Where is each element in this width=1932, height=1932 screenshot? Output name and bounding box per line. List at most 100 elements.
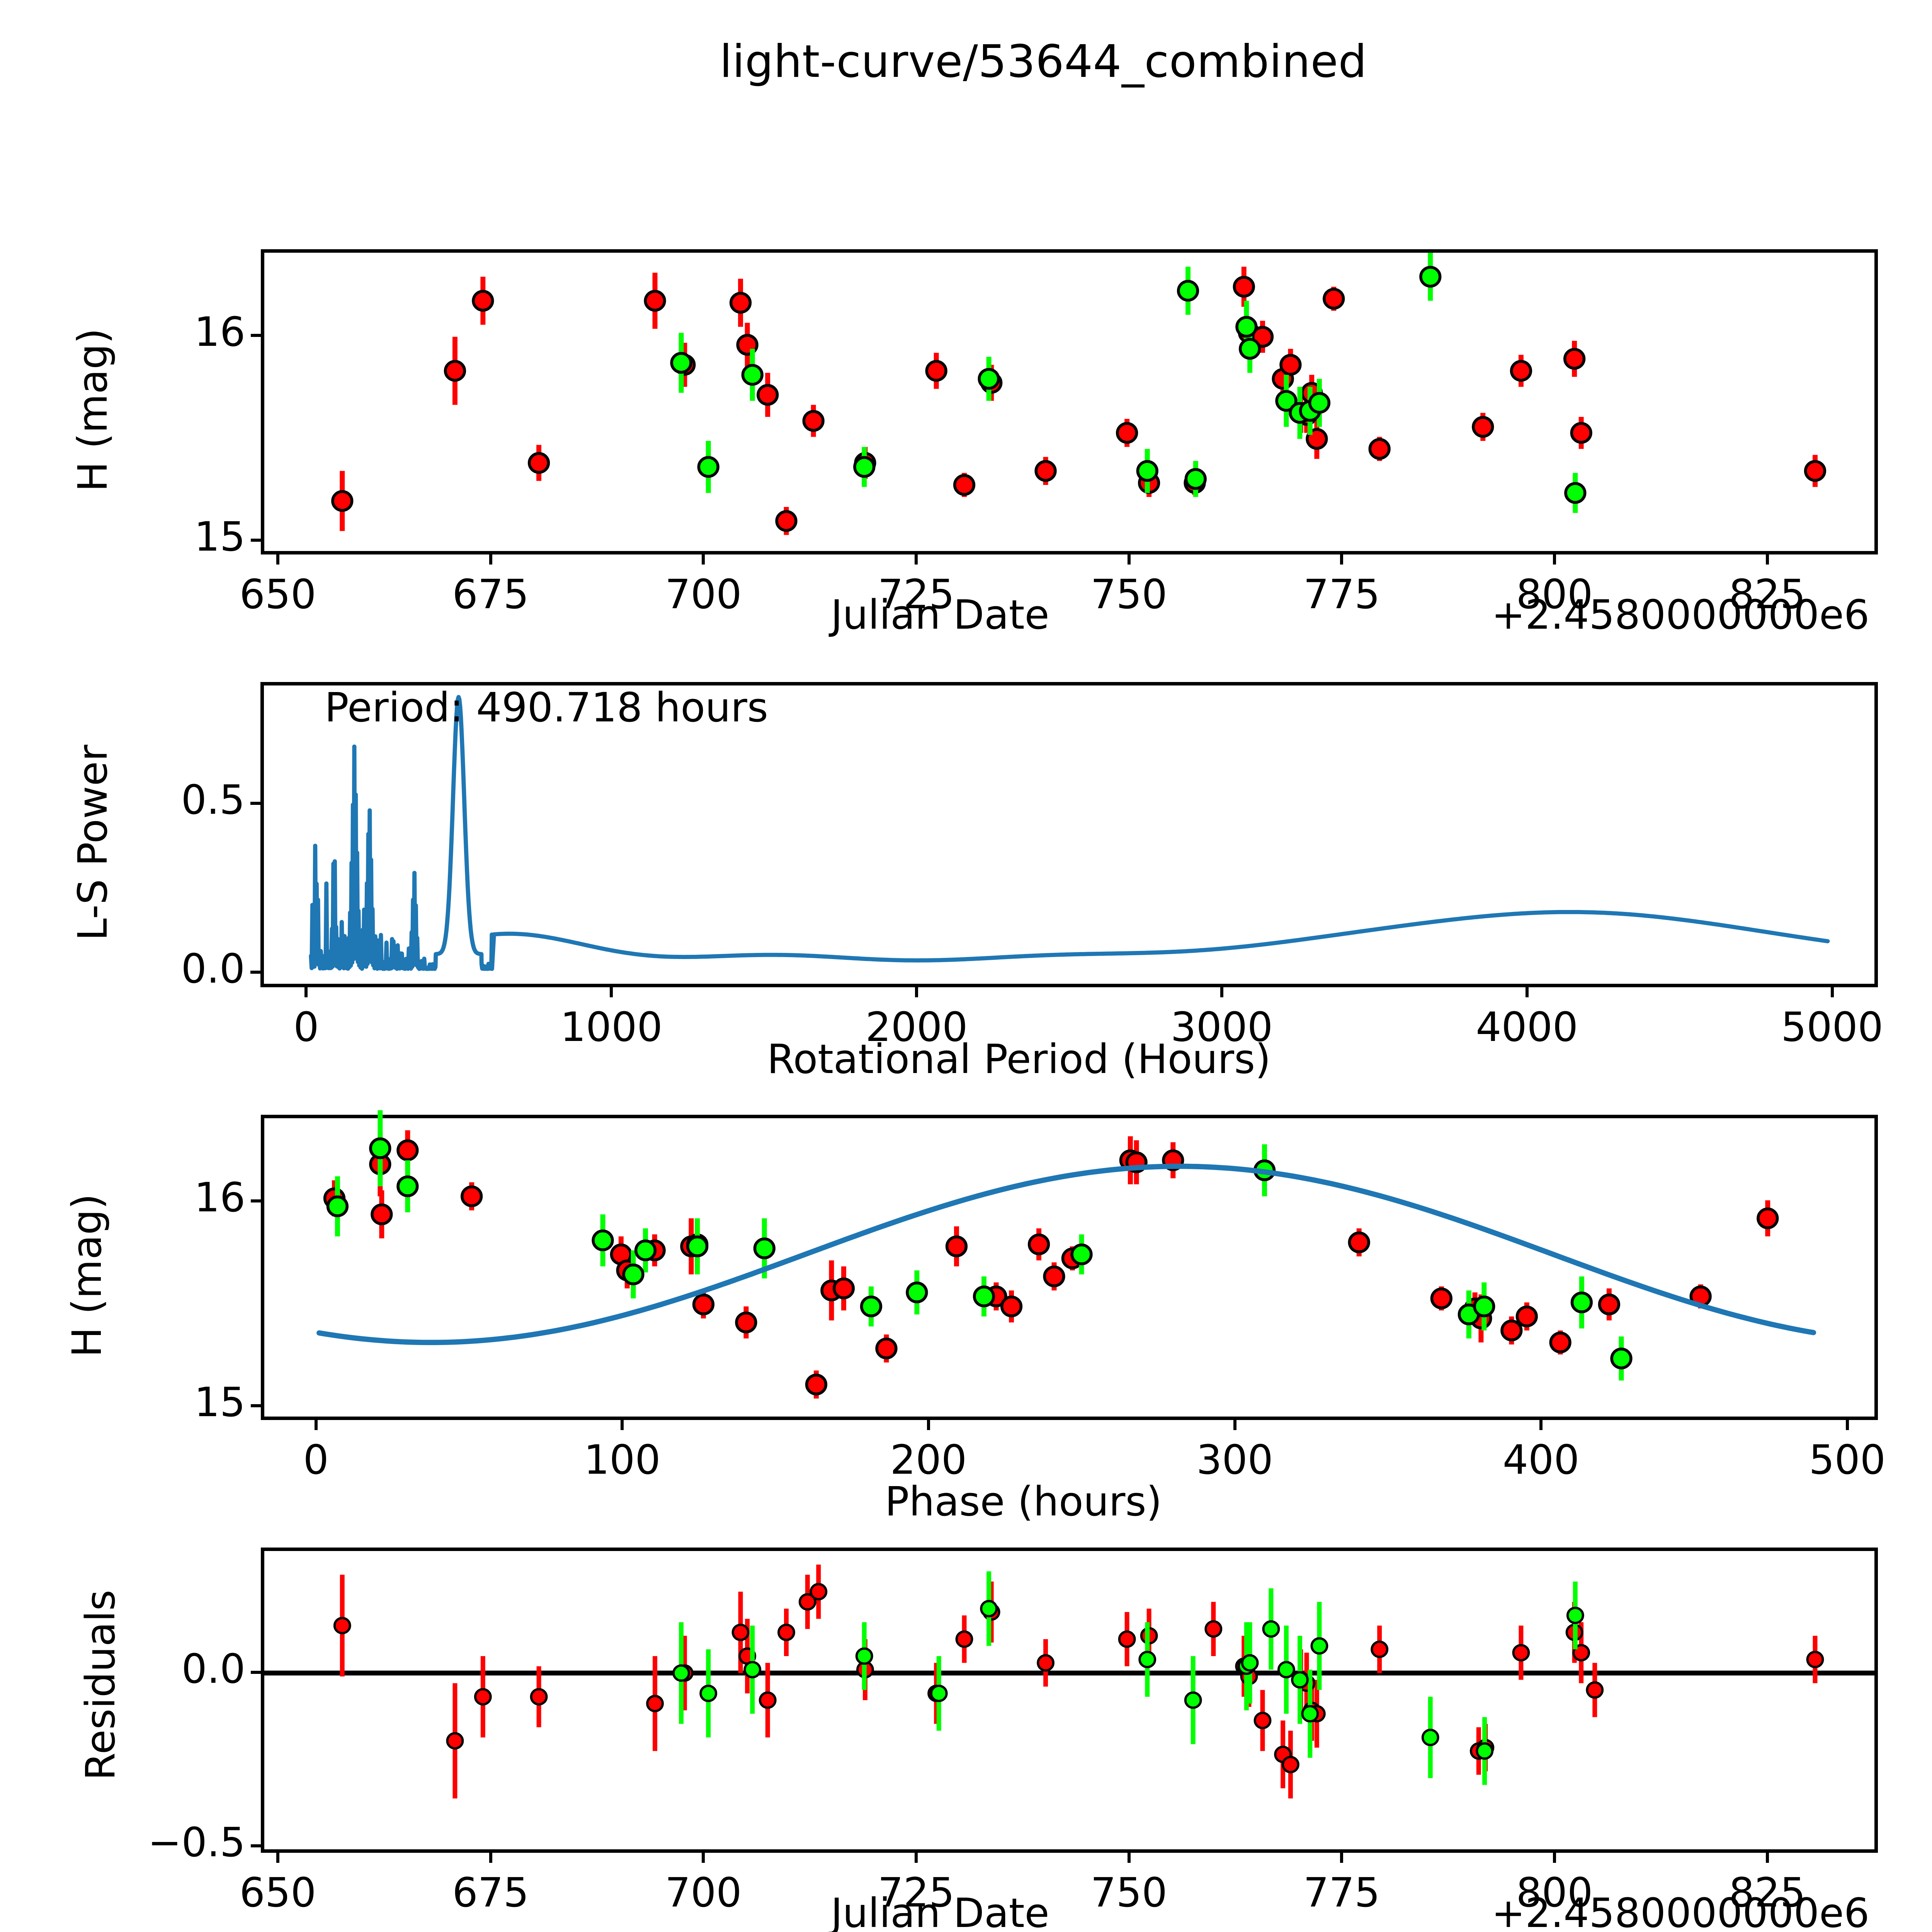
x-tick-label: 300 — [1196, 1436, 1273, 1483]
data-point — [699, 1684, 718, 1702]
x-tickmark — [1765, 554, 1769, 565]
data-point — [1804, 460, 1827, 482]
data-point — [1515, 1305, 1538, 1328]
data-point — [1235, 316, 1258, 338]
data-point — [930, 1684, 948, 1702]
data-point — [945, 1235, 968, 1257]
data-point — [474, 1688, 492, 1706]
lightcurve-plot-area — [331, 253, 1827, 535]
data-point — [805, 1374, 828, 1396]
y-tick-label: 0.0 — [181, 945, 245, 992]
data-point — [672, 1664, 690, 1682]
data-point — [461, 1185, 483, 1208]
data-point — [1566, 1607, 1584, 1624]
sinusoid-model-curve — [316, 1163, 1816, 1345]
data-point — [1419, 266, 1442, 288]
data-point — [777, 1624, 795, 1641]
data-point — [802, 410, 825, 432]
data-point — [1301, 1705, 1319, 1723]
x-tick-label: 0 — [303, 1436, 329, 1483]
data-point — [953, 474, 976, 496]
y-tickmark — [251, 538, 261, 542]
y-tickmark — [251, 1404, 261, 1407]
residuals-x-offset-text: +2.4580000000e6 — [1492, 1889, 1870, 1932]
data-point — [1184, 1691, 1202, 1709]
periodogram-curve — [309, 695, 1830, 971]
data-point — [973, 1286, 995, 1308]
data-point — [697, 456, 719, 478]
data-point — [371, 1203, 393, 1225]
lightcurve-x-axis-label: Julian Date — [831, 591, 1049, 638]
data-point — [1239, 338, 1261, 360]
data-point — [860, 1295, 883, 1318]
data-point — [775, 510, 798, 532]
data-point — [1277, 1661, 1295, 1679]
x-tick-label: 725 — [878, 1869, 955, 1916]
data-point — [670, 352, 692, 374]
x-tickmark — [1233, 1420, 1236, 1430]
x-tick-label: 400 — [1502, 1436, 1580, 1483]
data-point — [1136, 460, 1158, 482]
x-tickmark — [915, 1853, 918, 1863]
x-tickmark — [702, 554, 705, 565]
x-tick-label: 825 — [1729, 1869, 1806, 1916]
x-tick-label: 775 — [1303, 1869, 1380, 1916]
x-tick-label: 3000 — [1170, 1003, 1273, 1051]
y-tick-label: 15 — [194, 1378, 245, 1426]
phase-folded-plot-area — [316, 1110, 1816, 1399]
data-point — [978, 368, 1000, 390]
phase-x-axis-label: Phase (hours) — [885, 1478, 1162, 1525]
data-point — [1421, 1729, 1439, 1746]
y-tickmark — [251, 1199, 261, 1202]
x-tick-label: 675 — [452, 571, 529, 618]
x-tickmark — [1553, 1853, 1556, 1863]
periodogram-peak-annotation: Period: 490.718 hours — [325, 684, 768, 731]
x-tick-label: 0 — [293, 1003, 319, 1051]
y-tick-label: −0.5 — [148, 1819, 245, 1866]
data-point — [1233, 276, 1255, 298]
data-point — [1806, 1651, 1824, 1668]
x-tickmark — [915, 554, 918, 565]
data-point — [1275, 390, 1298, 412]
data-point — [810, 1583, 828, 1600]
data-point — [1177, 280, 1199, 302]
data-point — [1472, 416, 1494, 438]
data-point — [753, 1237, 776, 1259]
x-tickmark — [276, 554, 280, 565]
data-point — [1570, 1291, 1593, 1313]
y-tick-label: 16 — [194, 1173, 245, 1221]
x-tick-label: 700 — [665, 571, 742, 618]
data-point — [906, 1281, 928, 1303]
y-tickmark — [250, 970, 260, 974]
data-point — [1282, 1756, 1299, 1774]
data-point — [1138, 1651, 1156, 1668]
residuals-x-axis-label: Julian Date — [831, 1889, 1049, 1932]
data-point — [592, 1229, 614, 1252]
x-tickmark — [1340, 554, 1344, 565]
data-point — [527, 452, 550, 474]
data-point — [644, 290, 666, 312]
y-tick-label: 0.5 — [181, 776, 245, 824]
x-tickmark — [489, 1853, 492, 1863]
data-point — [333, 1617, 351, 1634]
series-green — [326, 1110, 1633, 1381]
data-point — [634, 1239, 657, 1262]
data-point — [1000, 1295, 1023, 1318]
x-tickmark — [314, 1420, 318, 1430]
data-point — [1116, 422, 1138, 444]
data-point — [1430, 1287, 1452, 1310]
series-red — [333, 1565, 1824, 1799]
panel-lightcurve — [261, 249, 1878, 554]
data-point — [1570, 422, 1592, 444]
data-point — [731, 1624, 750, 1641]
data-point — [1034, 460, 1057, 482]
x-tickmark — [702, 1853, 705, 1863]
data-point — [1241, 1654, 1259, 1672]
x-tick-label: 800 — [1516, 1869, 1593, 1916]
data-point — [686, 1235, 709, 1257]
data-point — [757, 384, 779, 406]
x-tick-label: 5000 — [1781, 1003, 1883, 1051]
data-point — [1204, 1620, 1223, 1638]
x-tickmark — [304, 987, 308, 997]
